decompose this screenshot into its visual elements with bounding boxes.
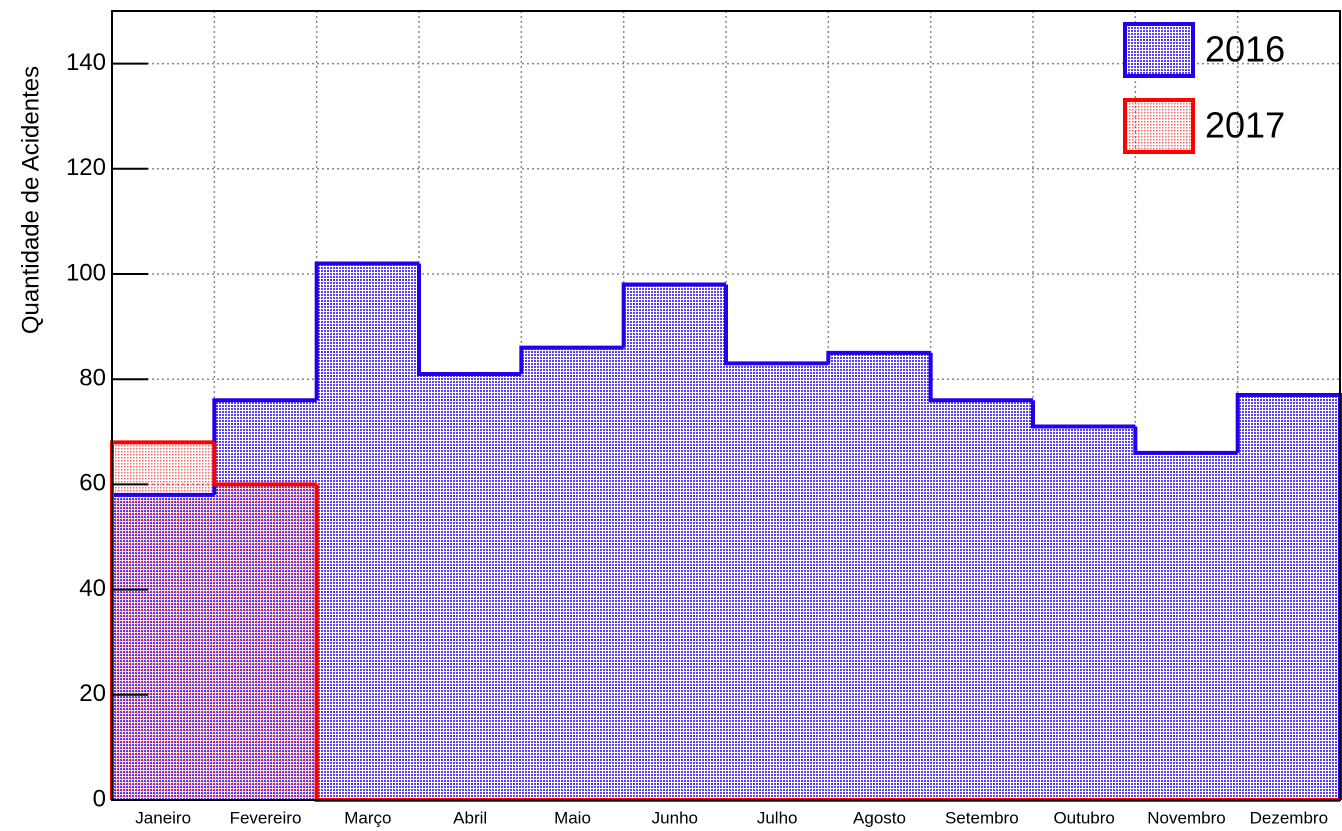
x-tick-label: Junho: [652, 808, 698, 827]
bar-outline: [212, 442, 317, 487]
legend-swatch: [1123, 22, 1195, 78]
legend-label: 2017: [1205, 105, 1285, 146]
bar: [316, 263, 419, 801]
x-tick-label: Março: [344, 808, 391, 827]
bar-outline: [928, 352, 1033, 403]
bar-outline: [826, 350, 931, 364]
bar-outline: [1133, 426, 1238, 455]
x-tick-label: Setembro: [945, 808, 1019, 827]
y-tick-label: 20: [79, 680, 106, 707]
bar: [1033, 426, 1136, 800]
x-tick-label: Maio: [554, 808, 591, 827]
bar: [623, 284, 726, 800]
y-tick-label: 60: [79, 470, 106, 497]
y-tick-label: 100: [66, 259, 106, 286]
y-tick-label: 120: [66, 154, 106, 181]
x-tick-label: Julho: [757, 808, 798, 827]
y-tick-label: 40: [79, 575, 106, 602]
y-axis-label: Quantidade de Acidentes: [17, 66, 44, 334]
y-tick-label: 140: [66, 49, 106, 76]
x-tick-label: Outubro: [1053, 808, 1114, 827]
x-tick-label: Fevereiro: [230, 808, 302, 827]
bar: [521, 347, 624, 800]
y-tick-label: 0: [93, 785, 106, 812]
bar-outline: [519, 345, 624, 374]
bar: [828, 352, 931, 800]
bar-outline: [621, 282, 726, 348]
bar: [726, 363, 829, 800]
bar-outline: [314, 261, 419, 401]
x-tick-label: Novembro: [1147, 808, 1225, 827]
plot-frame: [111, 10, 1341, 801]
bar: [1135, 452, 1238, 800]
bar: [214, 484, 317, 800]
x-tick-label: Abril: [453, 808, 487, 827]
bar: [419, 373, 522, 800]
legend-label: 2016: [1205, 29, 1285, 70]
x-tick-label: Janeiro: [135, 808, 191, 827]
bar: [112, 442, 215, 800]
bar: [1237, 394, 1340, 800]
bar-outline: [724, 284, 829, 366]
x-tick-label: Dezembro: [1250, 808, 1328, 827]
x-tick-label: Agosto: [853, 808, 906, 827]
legend-swatch: [1123, 98, 1195, 154]
bar-outline: [1031, 400, 1136, 429]
bar: [930, 400, 1033, 800]
bar-outline: [417, 263, 522, 376]
y-tick-label: 80: [79, 365, 106, 392]
